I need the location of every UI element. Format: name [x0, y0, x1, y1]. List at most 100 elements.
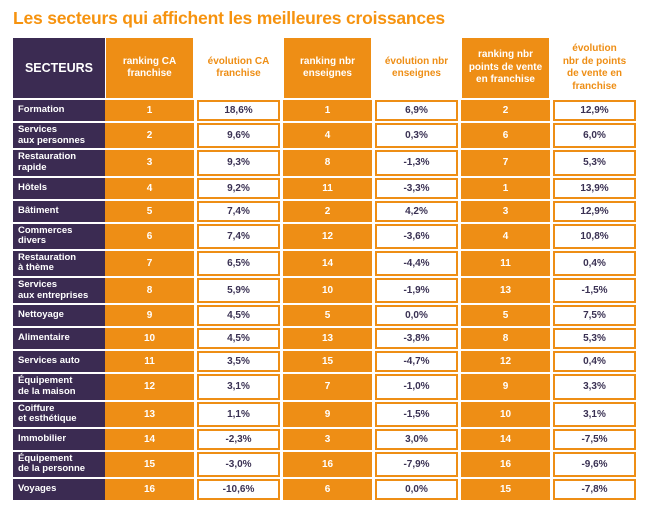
evolution-cell: -1,3% [372, 150, 461, 176]
ranking-cell: 15 [283, 351, 372, 373]
evolution-cell: 0,4% [550, 351, 639, 373]
ranking-cell: 7 [105, 250, 194, 276]
ranking-cell: 1 [283, 100, 372, 121]
sector-cell: Alimentaire [13, 328, 105, 350]
evolution-cell: 5,3% [550, 328, 639, 350]
evolution-cell: -9,6% [550, 451, 639, 477]
evolution-cell: 4,5% [194, 305, 283, 327]
ranking-cell: 7 [283, 374, 372, 400]
ranking-cell: 5 [283, 305, 372, 327]
evolution-cell: 3,5% [194, 351, 283, 373]
sector-cell: Voyages [13, 479, 105, 500]
evolution-cell: 0,0% [372, 305, 461, 327]
evolution-cell: -7,9% [372, 451, 461, 477]
ranking-cell: 5 [105, 200, 194, 222]
evolution-cell: -3,8% [372, 328, 461, 350]
evolution-cell: 6,5% [194, 250, 283, 276]
evolution-cell: 3,3% [550, 374, 639, 400]
ranking-cell: 11 [105, 351, 194, 373]
sector-cell: Formation [13, 100, 105, 121]
sector-cell: Services aux personnes [13, 123, 105, 149]
evolution-cell: -4,4% [372, 250, 461, 276]
evolution-cell: 0,3% [372, 123, 461, 149]
ranking-cell: 9 [461, 374, 550, 400]
ranking-cell: 6 [283, 479, 372, 500]
ranking-cell: 2 [461, 100, 550, 121]
column-header-evolution-points-de-vente: évolution nbr de points de vente en fran… [550, 38, 639, 98]
ranking-cell: 11 [283, 177, 372, 199]
ranking-cell: 10 [461, 401, 550, 427]
evolution-cell: 7,4% [194, 223, 283, 249]
ranking-cell: 2 [105, 123, 194, 149]
evolution-cell: -10,6% [194, 479, 283, 500]
sector-cell: Commerces divers [13, 223, 105, 249]
ranking-cell: 4 [461, 223, 550, 249]
ranking-cell: 9 [105, 305, 194, 327]
sector-cell: Restauration à thème [13, 250, 105, 276]
column-header-secteurs: SECTEURS [13, 38, 105, 98]
ranking-cell: 13 [461, 278, 550, 304]
ranking-cell: 16 [461, 451, 550, 477]
sector-cell: Équipement de la maison [13, 374, 105, 400]
column-header-ranking-nbr-enseignes: ranking nbr enseignes [284, 38, 371, 98]
ranking-cell: 8 [105, 278, 194, 304]
evolution-cell: -1,0% [372, 374, 461, 400]
sector-cell: Immobilier [13, 428, 105, 450]
evolution-cell: 7,5% [550, 305, 639, 327]
ranking-cell: 6 [105, 223, 194, 249]
evolution-cell: 5,9% [194, 278, 283, 304]
evolution-cell: 4,5% [194, 328, 283, 350]
evolution-cell: -7,5% [550, 428, 639, 450]
ranking-cell: 16 [283, 451, 372, 477]
ranking-cell: 13 [105, 401, 194, 427]
ranking-cell: 9 [283, 401, 372, 427]
ranking-cell: 6 [461, 123, 550, 149]
sector-cell: Hôtels [13, 177, 105, 199]
evolution-cell: 9,6% [194, 123, 283, 149]
page-title: Les secteurs qui affichent les meilleure… [13, 8, 445, 28]
ranking-cell: 8 [461, 328, 550, 350]
evolution-cell: 13,9% [550, 177, 639, 199]
ranking-cell: 14 [461, 428, 550, 450]
ranking-cell: 15 [105, 451, 194, 477]
ranking-cell: 1 [105, 100, 194, 121]
ranking-cell: 16 [105, 479, 194, 500]
evolution-cell: 3,0% [372, 428, 461, 450]
ranking-cell: 10 [283, 278, 372, 304]
column-header-ranking-ca-franchise: ranking CA franchise [106, 38, 193, 98]
evolution-cell: 9,2% [194, 177, 283, 199]
sector-cell: Restauration rapide [13, 150, 105, 176]
evolution-cell: 0,0% [372, 479, 461, 500]
evolution-cell: -3,6% [372, 223, 461, 249]
ranking-cell: 14 [283, 250, 372, 276]
evolution-cell: -1,9% [372, 278, 461, 304]
evolution-cell: 18,6% [194, 100, 283, 121]
sector-cell: Coiffure et esthétique [13, 401, 105, 427]
evolution-cell: 12,9% [550, 100, 639, 121]
evolution-cell: 1,1% [194, 401, 283, 427]
evolution-cell: 12,9% [550, 200, 639, 222]
sector-cell: Services aux entreprises [13, 278, 105, 304]
ranking-cell: 15 [461, 479, 550, 500]
sector-cell: Bâtiment [13, 200, 105, 222]
sector-cell: Services auto [13, 351, 105, 373]
column-header-ranking-points-de-vente: ranking nbr points de vente en franchise [462, 38, 549, 98]
ranking-cell: 3 [283, 428, 372, 450]
ranking-cell: 8 [283, 150, 372, 176]
sector-cell: Nettoyage [13, 305, 105, 327]
ranking-cell: 12 [105, 374, 194, 400]
ranking-cell: 11 [461, 250, 550, 276]
column-header-evolution-nbr-enseignes: évolution nbr enseignes [372, 38, 461, 98]
ranking-cell: 4 [105, 177, 194, 199]
evolution-cell: -1,5% [550, 278, 639, 304]
evolution-cell: 6,9% [372, 100, 461, 121]
ranking-cell: 3 [461, 200, 550, 222]
evolution-cell: 7,4% [194, 200, 283, 222]
evolution-cell: 6,0% [550, 123, 639, 149]
column-header-evolution-ca-franchise: évolution CA franchise [194, 38, 283, 98]
ranking-cell: 14 [105, 428, 194, 450]
ranking-cell: 1 [461, 177, 550, 199]
evolution-cell: -4,7% [372, 351, 461, 373]
evolution-cell: -1,5% [372, 401, 461, 427]
sector-cell: Équipement de la personne [13, 451, 105, 477]
